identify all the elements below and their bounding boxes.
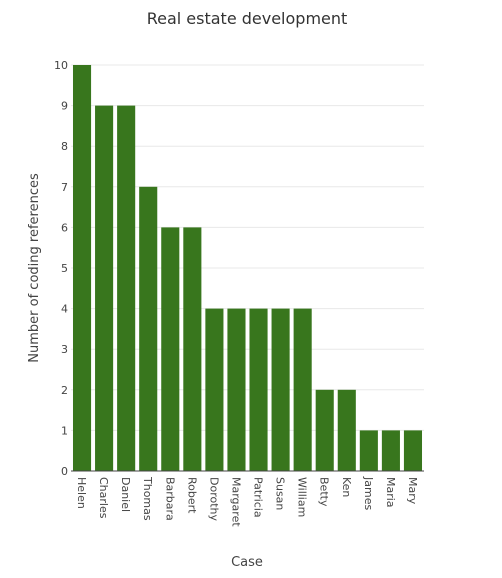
- bar: [293, 308, 312, 471]
- bar: [95, 105, 114, 471]
- chart-title: Real estate development: [147, 9, 348, 28]
- bar: [205, 308, 224, 471]
- bar: [337, 389, 356, 471]
- y-tick-label: 1: [61, 424, 68, 437]
- x-tick-label: Barbara: [163, 477, 176, 521]
- x-tick-label: Dorothy: [207, 477, 220, 521]
- x-tick-label: Charles: [97, 477, 110, 519]
- x-tick-label: Margaret: [229, 477, 242, 527]
- x-tick-label: James: [362, 476, 375, 510]
- bar: [227, 308, 246, 471]
- bar: [315, 389, 334, 471]
- y-tick-label: 6: [61, 221, 68, 234]
- bar: [139, 186, 158, 472]
- bar: [117, 105, 136, 471]
- x-tick-label: Ken: [340, 477, 353, 497]
- y-tick-label: 0: [61, 465, 68, 478]
- bar: [183, 227, 202, 471]
- x-tick-label: Patricia: [252, 477, 265, 518]
- y-tick-label: 9: [61, 100, 68, 113]
- bar: [359, 430, 378, 471]
- x-axis-ticks: Helen Charles Daniel Thomas Barbara Robert Dor…: [75, 476, 419, 527]
- x-tick-label: William: [296, 477, 309, 517]
- x-axis-title: Case: [231, 555, 263, 570]
- y-tick-label: 2: [61, 384, 68, 397]
- x-tick-label: Helen: [75, 477, 88, 509]
- y-tick-label: 5: [61, 262, 68, 275]
- x-tick-label: Susan: [274, 477, 287, 510]
- bars: [72, 65, 423, 472]
- y-tick-label: 7: [61, 181, 68, 194]
- y-tick-label: 8: [61, 140, 68, 153]
- bar: [249, 308, 268, 471]
- x-tick-label: Maria: [384, 477, 397, 508]
- y-axis-ticks: 0 1 2 3 4 5 6 7 8 9 10: [54, 59, 68, 478]
- x-tick-label: Betty: [318, 477, 331, 507]
- y-tick-label: 3: [61, 343, 68, 356]
- x-tick-label: Robert: [185, 477, 198, 514]
- y-tick-label: 10: [54, 59, 68, 72]
- bar: [161, 227, 180, 471]
- bar: [403, 430, 423, 471]
- bar: [271, 308, 290, 471]
- x-tick-label: Thomas: [141, 476, 154, 521]
- x-tick-label: Daniel: [119, 477, 132, 512]
- y-axis-title: Number of coding references: [27, 173, 42, 363]
- bar: [72, 65, 92, 471]
- x-tick-label: Mary: [406, 477, 419, 505]
- y-tick-label: 4: [61, 303, 68, 316]
- bar: [381, 430, 400, 471]
